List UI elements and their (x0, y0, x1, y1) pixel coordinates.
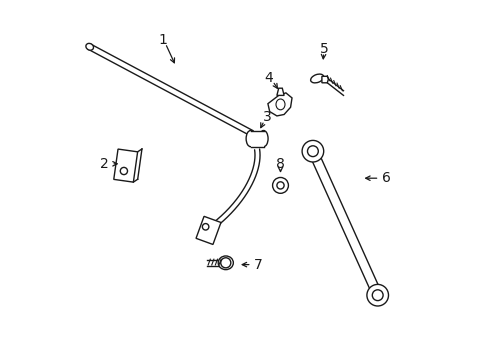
Text: 5: 5 (319, 42, 328, 55)
Text: 8: 8 (276, 157, 285, 171)
Polygon shape (321, 76, 328, 83)
Circle shape (202, 224, 208, 230)
Ellipse shape (245, 130, 255, 147)
Text: 4: 4 (264, 71, 273, 85)
Polygon shape (276, 88, 284, 95)
Circle shape (276, 182, 284, 189)
Polygon shape (114, 149, 137, 182)
FancyBboxPatch shape (250, 131, 263, 147)
Text: 3: 3 (262, 111, 271, 125)
Ellipse shape (310, 74, 323, 83)
Circle shape (272, 177, 288, 193)
Circle shape (371, 290, 382, 301)
Ellipse shape (259, 130, 267, 147)
Text: 7: 7 (253, 258, 262, 271)
Circle shape (366, 284, 387, 306)
Ellipse shape (218, 256, 233, 270)
Circle shape (302, 140, 323, 162)
Text: 6: 6 (381, 171, 389, 185)
Circle shape (120, 167, 127, 175)
Ellipse shape (86, 44, 93, 50)
Polygon shape (196, 216, 221, 244)
Circle shape (307, 146, 318, 157)
Polygon shape (267, 93, 291, 116)
Text: 2: 2 (100, 157, 109, 171)
Text: 1: 1 (158, 33, 167, 47)
Circle shape (220, 258, 230, 268)
Ellipse shape (275, 99, 285, 110)
